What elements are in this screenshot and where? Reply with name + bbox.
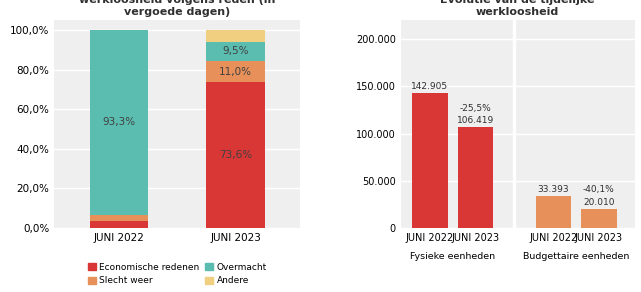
Text: 33.393: 33.393 bbox=[538, 185, 569, 194]
Legend: Economische redenen, Slecht weer, Overmacht, Andere: Economische redenen, Slecht weer, Overma… bbox=[84, 259, 271, 289]
Bar bbox=[90, 215, 148, 221]
Bar bbox=[206, 82, 265, 228]
Text: 142.905: 142.905 bbox=[412, 82, 449, 91]
Bar bbox=[90, 221, 148, 228]
Text: 106.419: 106.419 bbox=[457, 116, 494, 125]
Text: -40,1%: -40,1% bbox=[583, 185, 615, 194]
Text: 73,6%: 73,6% bbox=[219, 150, 253, 160]
Bar bbox=[90, 30, 148, 215]
Text: Fysieke eenheden: Fysieke eenheden bbox=[410, 252, 495, 261]
Bar bbox=[581, 209, 617, 228]
Text: Budgettaire eenheden: Budgettaire eenheden bbox=[523, 252, 629, 261]
Title: Verdeling van de tijdelijke
werkloosheid volgens reden (in
vergoede dagen): Verdeling van de tijdelijke werkloosheid… bbox=[79, 0, 276, 17]
Bar bbox=[458, 128, 494, 228]
Title: Evolutie van de tijdelijke
werkloosheid: Evolutie van de tijdelijke werkloosheid bbox=[440, 0, 595, 17]
Bar bbox=[206, 42, 265, 61]
Bar bbox=[412, 93, 448, 228]
Text: -25,5%: -25,5% bbox=[460, 104, 491, 113]
Text: 9,5%: 9,5% bbox=[222, 46, 249, 56]
Text: 11,0%: 11,0% bbox=[219, 67, 252, 77]
Bar bbox=[206, 61, 265, 82]
Bar bbox=[206, 30, 265, 42]
Text: 93,3%: 93,3% bbox=[102, 117, 135, 127]
Text: 20.010: 20.010 bbox=[583, 198, 615, 206]
Bar bbox=[535, 196, 571, 228]
